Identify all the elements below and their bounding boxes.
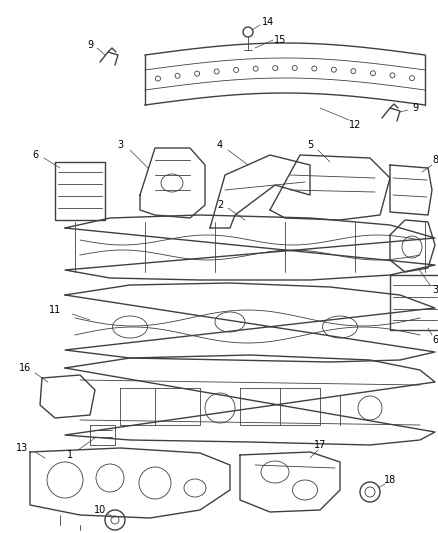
Text: 8: 8	[432, 155, 438, 165]
Text: 4: 4	[217, 140, 223, 150]
Text: 2: 2	[217, 200, 223, 210]
Text: 12: 12	[349, 120, 361, 130]
Text: 17: 17	[314, 440, 326, 450]
Text: 10: 10	[94, 505, 106, 515]
Text: 1: 1	[67, 450, 73, 460]
Text: 11: 11	[49, 305, 61, 315]
Text: 6: 6	[32, 150, 38, 160]
Text: 9: 9	[412, 103, 418, 113]
Text: 9: 9	[87, 40, 93, 50]
Text: 14: 14	[262, 17, 274, 27]
Text: 3: 3	[117, 140, 123, 150]
Text: 16: 16	[19, 363, 31, 373]
Text: 18: 18	[384, 475, 396, 485]
Text: 13: 13	[16, 443, 28, 453]
Text: 3: 3	[432, 285, 438, 295]
Text: 5: 5	[307, 140, 313, 150]
Text: 6: 6	[432, 335, 438, 345]
Text: 15: 15	[274, 35, 286, 45]
